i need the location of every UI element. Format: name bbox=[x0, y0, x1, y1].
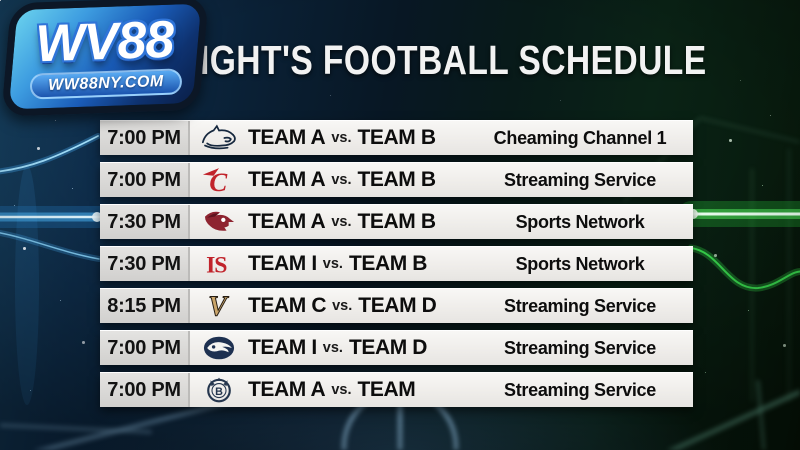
red-hawk-icon bbox=[190, 205, 248, 239]
broadcast-channel: Streaming Service bbox=[504, 379, 656, 400]
team-1-name: TEAM C bbox=[248, 294, 327, 317]
brand-logo: WV88 WW88NY.COM bbox=[1, 0, 209, 117]
broadcast-channel: Sports Network bbox=[515, 211, 645, 232]
team-1-name: TEAM A bbox=[248, 126, 326, 149]
red-is-icon: IS bbox=[190, 247, 248, 281]
team-2-name: TEAM D bbox=[348, 336, 428, 359]
navy-eagle-icon bbox=[190, 331, 248, 365]
matchup: TEAM A vs. TEAM B bbox=[248, 121, 467, 155]
vs-label: vs. bbox=[322, 340, 343, 356]
vs-label: vs. bbox=[332, 298, 353, 314]
svg-text:V: V bbox=[208, 292, 229, 320]
matchup: TEAM I vs. TEAM D bbox=[248, 331, 467, 365]
game-time: 7:00 PM bbox=[100, 121, 190, 155]
team-2-name: TEAM B bbox=[357, 168, 436, 191]
game-time: 7:30 PM bbox=[100, 205, 190, 239]
team-1-name: TEAM A bbox=[248, 378, 326, 401]
team-1-name: TEAM A bbox=[248, 210, 326, 233]
red-c-flame-icon: C bbox=[190, 163, 248, 197]
game-time: 7:00 PM bbox=[100, 331, 190, 365]
schedule-row: 7:30 PM TEAM A vs. TEAM B Sports Network bbox=[100, 204, 693, 239]
team-1-name: TEAM I bbox=[248, 336, 317, 359]
brand-name: WV88 bbox=[34, 10, 175, 74]
matchup: TEAM A vs. TEAM B bbox=[248, 205, 467, 239]
game-time: 7:00 PM bbox=[100, 373, 190, 407]
navy-crest-b-icon: B bbox=[190, 373, 248, 407]
team-2-name: TEAM D bbox=[358, 294, 437, 317]
team-1-name: TEAM I bbox=[248, 252, 317, 275]
broadcast-channel: Sports Network bbox=[515, 253, 645, 274]
team-2-name: TEAM B bbox=[357, 210, 436, 233]
svg-text:C: C bbox=[209, 167, 228, 194]
vs-label: vs. bbox=[322, 256, 343, 272]
vs-label: vs. bbox=[331, 382, 352, 398]
page-title: IGHT'S FOOTBALL SCHEDULE bbox=[200, 37, 707, 83]
team-2-name: TEAM B bbox=[348, 252, 428, 275]
particle-sparkles bbox=[0, 0, 1, 1]
broadcast-channel: Cheaming Channel 1 bbox=[493, 127, 667, 148]
schedule-row: 7:00 PM C TEAM A vs. TEAM B Streaming Se… bbox=[100, 162, 693, 197]
broadcast-channel: Streaming Service bbox=[504, 337, 656, 358]
broadcast-channel: Streaming Service bbox=[504, 169, 656, 190]
schedule-row: 7:00 PM TEAM I vs. TEAM D Streaming Serv… bbox=[100, 330, 693, 365]
game-time: 7:30 PM bbox=[100, 247, 190, 281]
svg-text:IS: IS bbox=[206, 253, 227, 278]
brand-site-url: WW88NY.COM bbox=[29, 68, 183, 100]
matchup: TEAM A vs. TEAM bbox=[248, 373, 467, 407]
team-2-name: TEAM bbox=[357, 378, 416, 401]
game-time: 8:15 PM bbox=[100, 289, 190, 323]
brand-logo-content: WV88 WW88NY.COM bbox=[4, 0, 206, 116]
broadcast-channel: Streaming Service bbox=[504, 295, 656, 316]
game-time: 7:00 PM bbox=[100, 163, 190, 197]
team-2-name: TEAM B bbox=[357, 126, 436, 149]
schedule-row: 7:00 PM TEAM A vs. TEAM B Cheaming Chann… bbox=[100, 120, 693, 155]
matchup: TEAM A vs. TEAM B bbox=[248, 163, 467, 197]
matchup: TEAM I vs. TEAM B bbox=[248, 247, 467, 281]
vs-label: vs. bbox=[331, 214, 352, 230]
vs-label: vs. bbox=[331, 130, 352, 146]
gold-v-icon: V bbox=[190, 289, 248, 323]
svg-text:B: B bbox=[215, 386, 223, 398]
schedule-row: 8:15 PM V TEAM C vs. TEAM D Streaming Se… bbox=[100, 288, 693, 323]
wildcat-sketch-icon bbox=[190, 121, 248, 155]
team-1-name: TEAM A bbox=[248, 168, 326, 191]
schedule-table: 7:00 PM TEAM A vs. TEAM B Cheaming Chann… bbox=[100, 120, 693, 414]
vs-label: vs. bbox=[331, 172, 352, 188]
matchup: TEAM C vs. TEAM D bbox=[248, 289, 467, 323]
schedule-row: 7:30 PM IS TEAM I vs. TEAM B Sports Netw… bbox=[100, 246, 693, 281]
schedule-row: 7:00 PM B TEAM A vs. TEAM Streaming Serv… bbox=[100, 372, 693, 407]
